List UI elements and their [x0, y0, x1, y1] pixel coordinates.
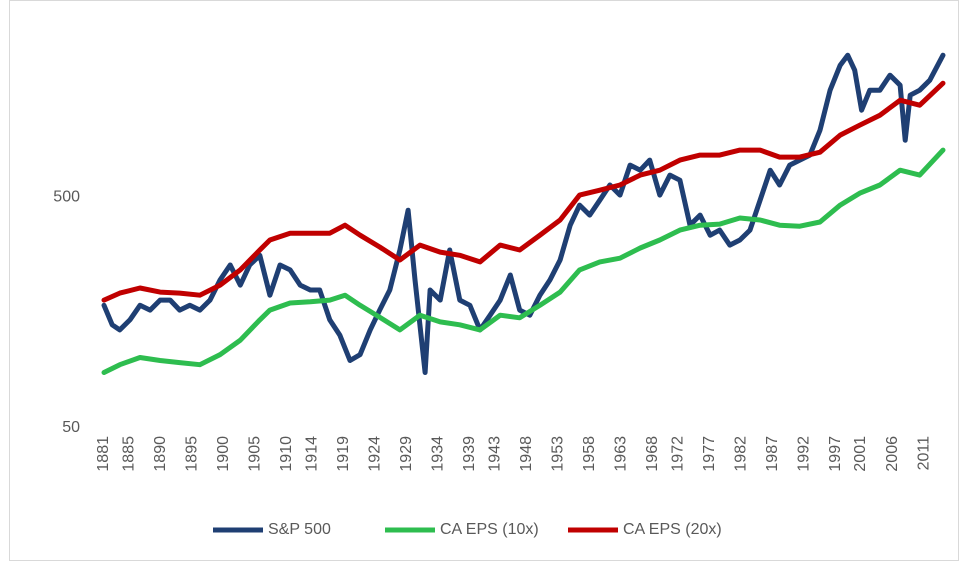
x-tick-label: 1919	[335, 436, 352, 472]
x-tick-label: 1972	[669, 436, 686, 472]
x-tick-label: 1934	[430, 436, 447, 472]
legend-label: S&P 500	[268, 521, 331, 538]
x-tick-label: 1943	[486, 436, 503, 472]
x-tick-label: 1924	[366, 436, 383, 472]
x-tick-label: 2006	[884, 436, 901, 472]
x-tick-label: 1992	[795, 436, 812, 472]
x-tick-label: 1968	[644, 436, 661, 472]
x-tick-label: 1948	[518, 436, 535, 472]
x-tick-label: 1885	[120, 436, 137, 472]
x-tick-label: 1939	[461, 436, 478, 472]
x-tick-label: 2001	[852, 436, 869, 472]
chart-border	[9, 0, 959, 561]
series-line	[101, 147, 946, 375]
x-tick-label: 1929	[398, 436, 415, 472]
x-tick-label: 1963	[612, 436, 629, 472]
series-line	[101, 80, 946, 303]
x-tick-label: 1977	[701, 436, 718, 472]
x-tick-label: 1958	[581, 436, 598, 472]
x-tick-label: 1982	[732, 436, 749, 472]
x-tick-label: 1895	[184, 436, 201, 472]
x-tick-label: 1997	[827, 436, 844, 472]
y-tick-label: 50	[62, 419, 80, 436]
x-tick-label: 1910	[278, 436, 295, 472]
x-tick-label: 1900	[215, 436, 232, 472]
x-tick-label: 1914	[303, 436, 320, 472]
legend-label: CA EPS (20x)	[623, 521, 722, 538]
x-tick-label: 1905	[247, 436, 264, 472]
y-tick-label: 500	[53, 188, 80, 205]
x-tick-label: 2011	[915, 436, 932, 471]
x-tick-label: 1987	[764, 436, 781, 472]
legend-label: CA EPS (10x)	[440, 521, 539, 538]
x-tick-label: 1890	[152, 436, 169, 472]
x-tick-label: 1953	[549, 436, 566, 472]
x-tick-label: 1881	[95, 436, 112, 472]
